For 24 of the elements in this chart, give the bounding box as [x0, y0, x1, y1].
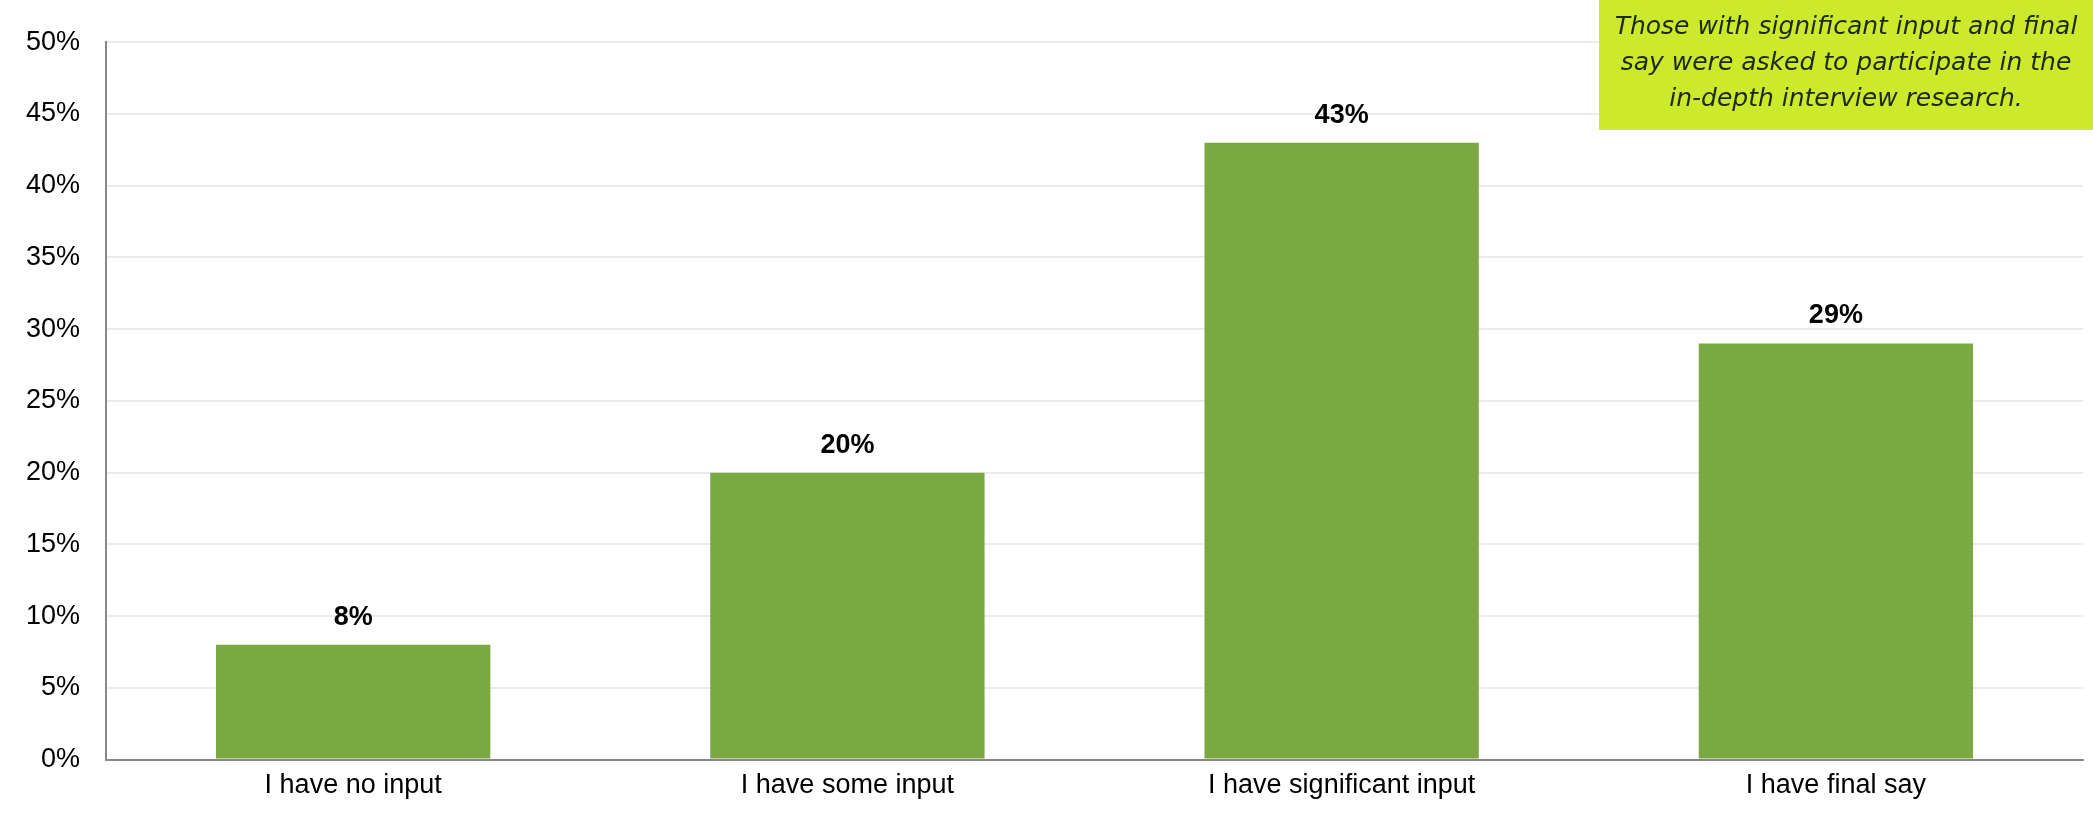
x-tick-label: I have final say [1745, 769, 1927, 800]
y-tick-label: 30% [25, 312, 81, 343]
y-tick-label: 15% [25, 527, 81, 558]
data-label: 43% [1314, 98, 1369, 129]
data-label: 29% [1808, 299, 1863, 330]
annotation: Those with significant input and final say were asked to participate in the in-depth interview research. [1599, 0, 2093, 130]
bar [710, 472, 985, 759]
y-tick-label: 45% [25, 97, 81, 128]
x-tick-label: I have significant input [1208, 769, 1476, 800]
bar [1698, 343, 1974, 759]
y-tick-label: 0% [41, 743, 81, 774]
y-tick-label: 10% [25, 599, 81, 630]
bar [1204, 142, 1479, 759]
x-tick-label: I have no input [264, 769, 443, 800]
y-tick-label: 50% [25, 25, 81, 56]
bar [216, 644, 491, 759]
y-tick-label: 35% [25, 240, 81, 271]
x-tick-label: I have some input [740, 769, 955, 800]
y-tick-label: 25% [25, 384, 81, 415]
data-label: 8% [333, 600, 373, 631]
y-tick-label: 40% [25, 169, 81, 200]
y-tick-label: 20% [25, 456, 81, 487]
y-tick-label: 5% [41, 671, 81, 702]
data-label: 20% [820, 428, 875, 459]
